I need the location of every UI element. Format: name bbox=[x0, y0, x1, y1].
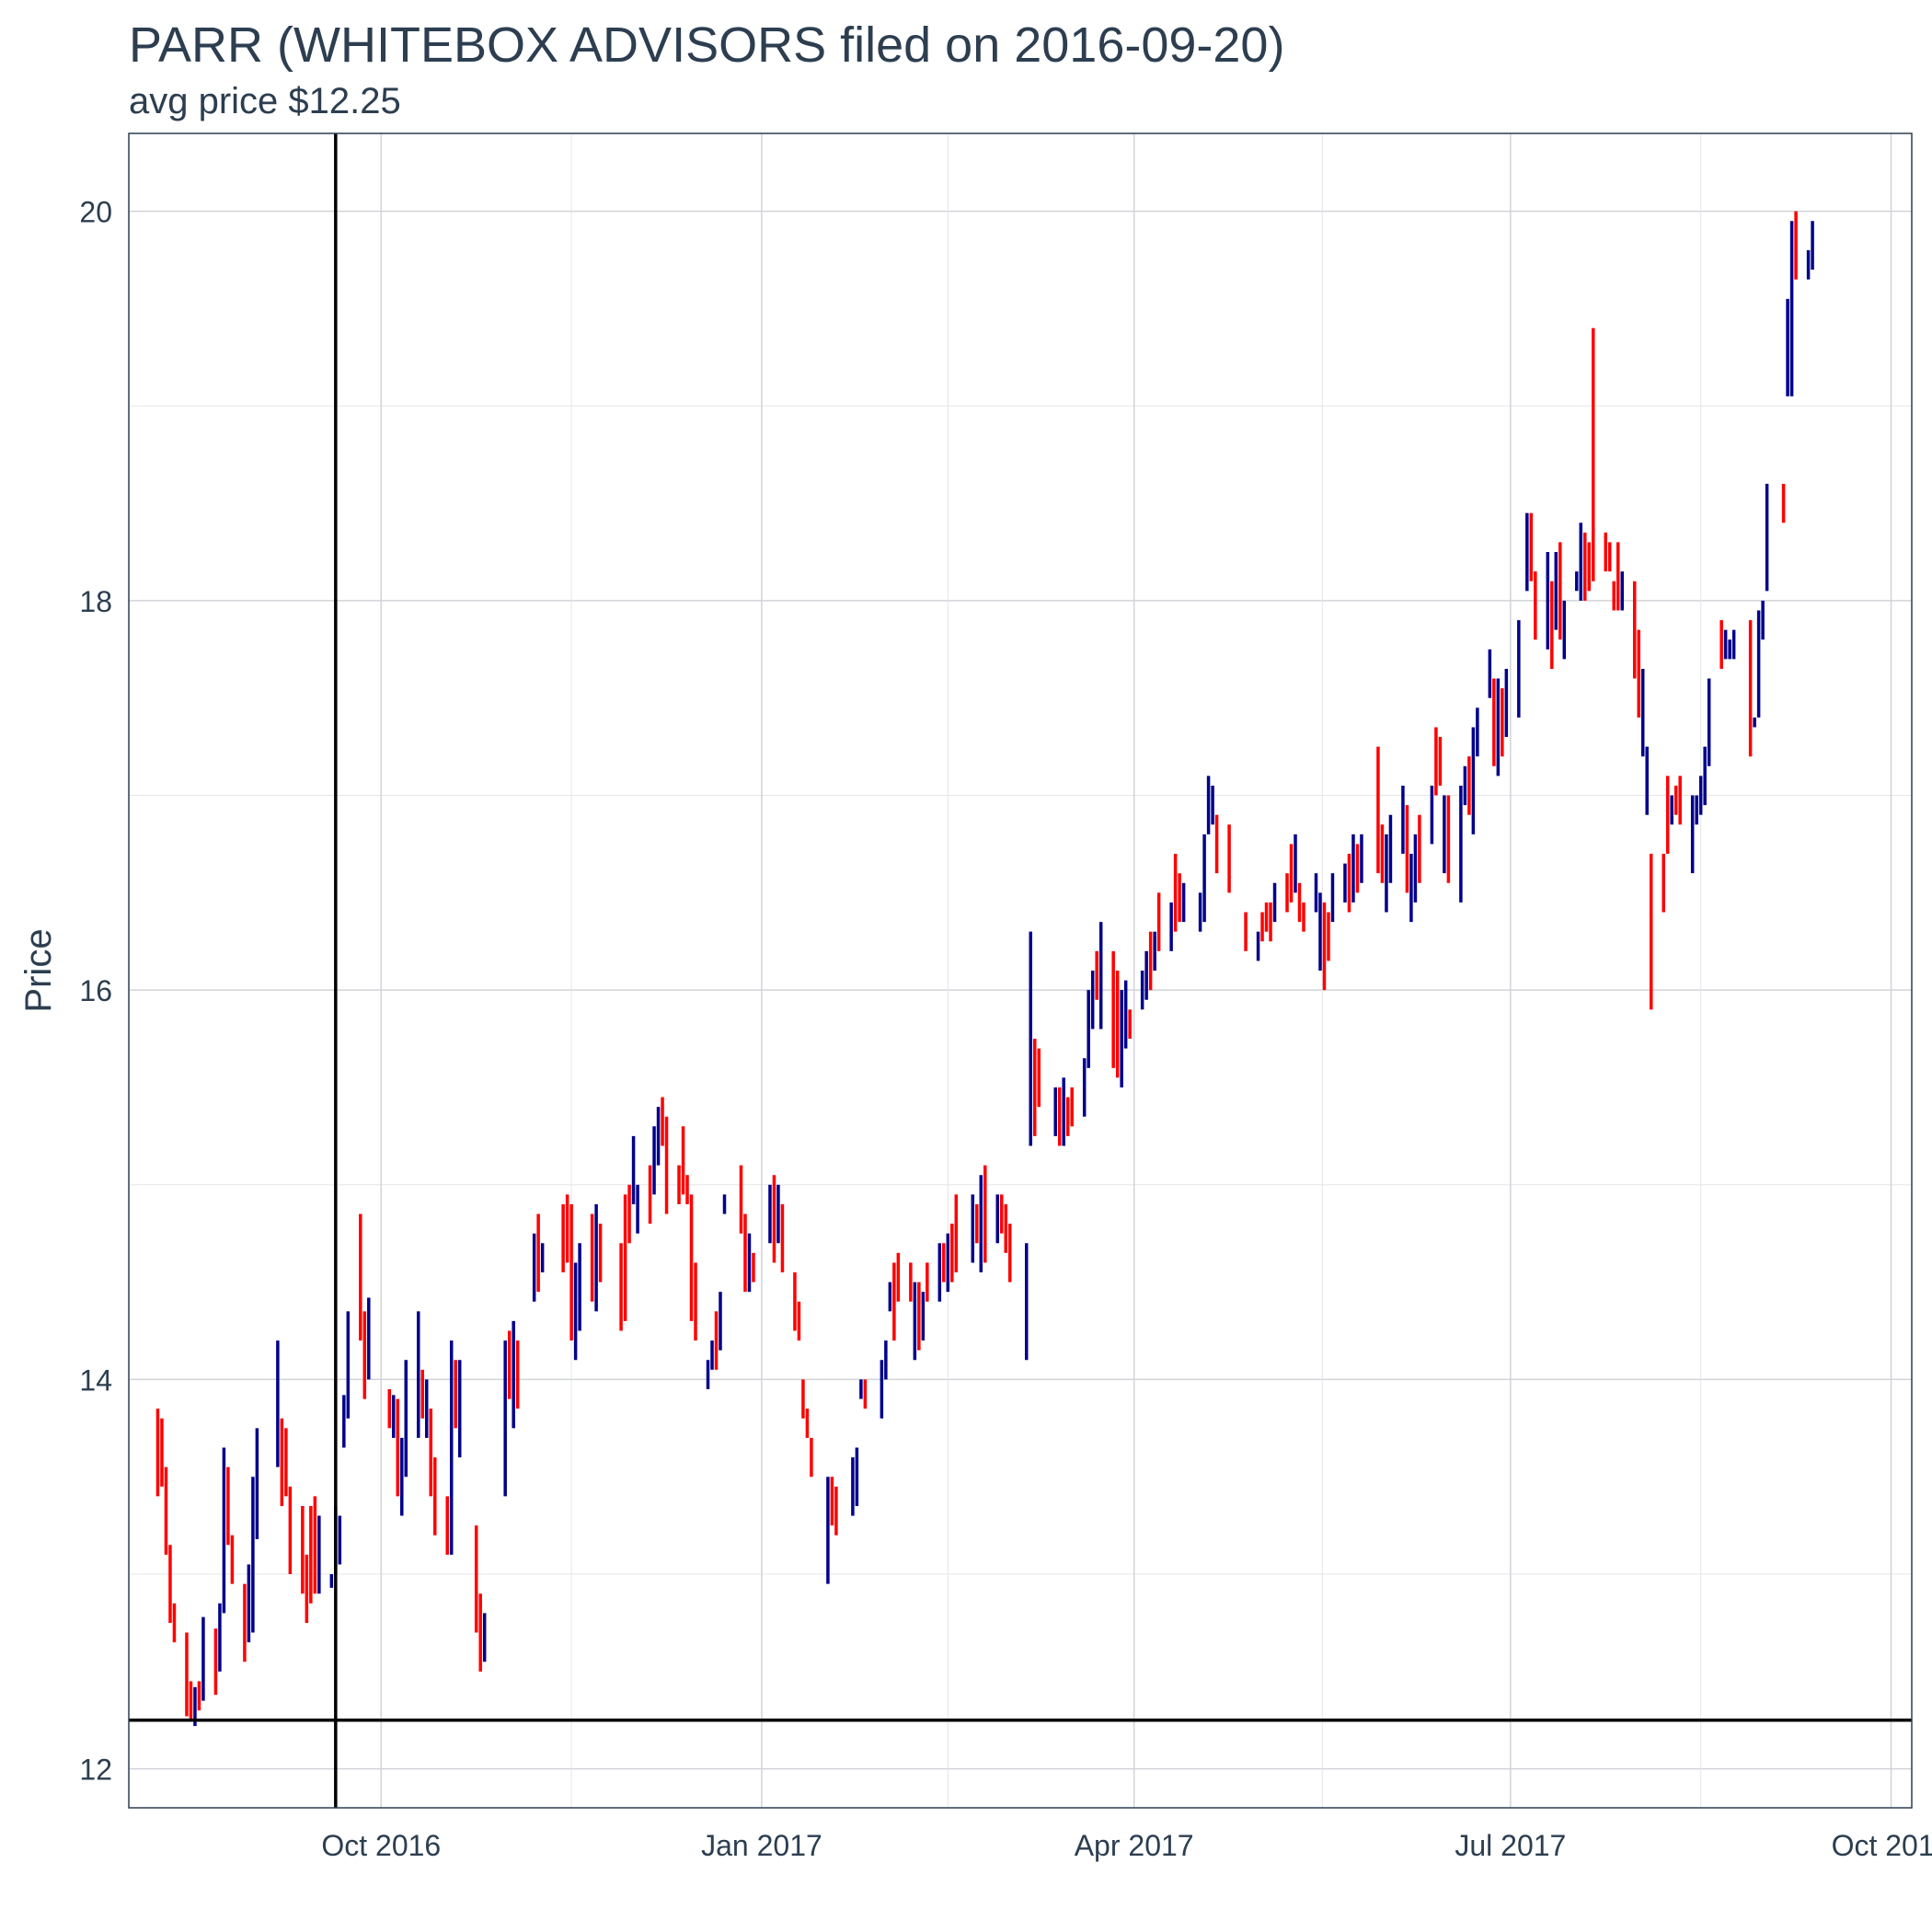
y-tick-label: 12 bbox=[79, 1754, 112, 1787]
x-tick-label: Oct 2017 bbox=[1832, 1829, 1932, 1862]
y-tick-label: 14 bbox=[79, 1363, 112, 1397]
y-tick-label: 16 bbox=[79, 974, 112, 1007]
plot-background bbox=[129, 133, 1912, 1808]
x-tick-label: Apr 2017 bbox=[1075, 1829, 1194, 1862]
y-tick-label: 20 bbox=[79, 196, 112, 229]
x-tick-label: Jul 2017 bbox=[1455, 1829, 1566, 1862]
chart-subtitle: avg price $12.25 bbox=[129, 81, 401, 121]
reference-lines bbox=[129, 133, 1912, 1808]
plot-border bbox=[128, 132, 1913, 1809]
x-axis-ticks: Oct 2016 Jan 2017 Apr 2017 Jul 2017 Oct 2017 bbox=[321, 1829, 1932, 1862]
x-tick-label: Oct 2016 bbox=[321, 1829, 441, 1862]
y-axis-ticks: 12 14 16 18 20 bbox=[79, 196, 112, 1787]
y-axis-label: Price bbox=[18, 928, 59, 1012]
y-tick-label: 18 bbox=[79, 585, 112, 618]
chart-title: PARR (WHITEBOX ADVISORS filed on 2016-09… bbox=[129, 17, 1285, 73]
price-bars bbox=[155, 211, 1814, 1727]
x-tick-label: Jan 2017 bbox=[701, 1829, 822, 1862]
